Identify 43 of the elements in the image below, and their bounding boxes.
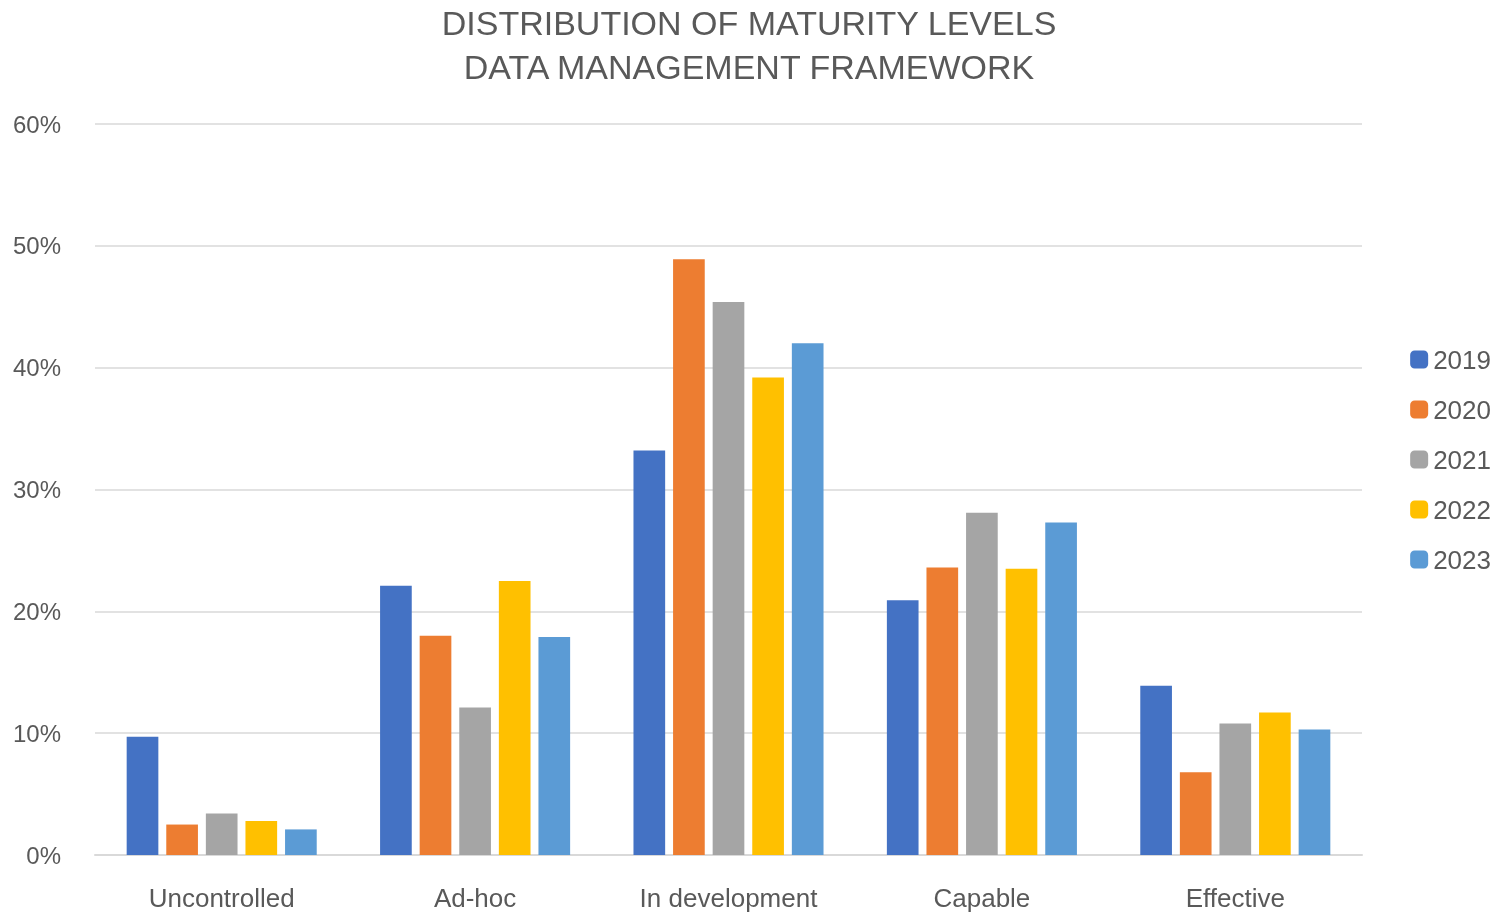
y-tick-label: 50%	[12, 232, 61, 260]
y-tick-label: 20%	[12, 597, 61, 625]
legend-label: 2019	[1433, 344, 1491, 375]
bar	[285, 829, 317, 855]
bar	[752, 377, 784, 855]
bar	[1259, 712, 1291, 855]
bar	[538, 636, 571, 855]
bar	[380, 585, 412, 855]
bar	[166, 824, 198, 855]
bar	[966, 512, 998, 855]
legend-label: 2022	[1433, 494, 1491, 525]
x-tick-label: In development	[639, 883, 819, 913]
y-tick-label: 10%	[12, 719, 61, 747]
bar	[126, 736, 159, 855]
bar	[1298, 729, 1331, 855]
bar	[791, 343, 824, 855]
bar	[633, 450, 666, 855]
bar	[1045, 522, 1077, 855]
y-tick-label: 30%	[12, 476, 61, 503]
bar	[1140, 685, 1172, 855]
bar	[926, 567, 959, 855]
bar	[205, 813, 238, 855]
y-tick-label: 60%	[12, 110, 61, 138]
y-tick-label: 0%	[26, 841, 61, 869]
x-tick-label: Capable	[933, 883, 1031, 913]
legend-label: 2021	[1433, 444, 1491, 475]
x-tick-label: Uncontrolled	[148, 883, 295, 913]
x-tick-label: Ad-hoc	[433, 883, 517, 913]
y-tick-label: 40%	[12, 354, 61, 382]
bar	[886, 600, 919, 855]
legend-label: 2023	[1433, 544, 1491, 575]
bar	[1179, 772, 1212, 855]
bar	[1219, 723, 1252, 855]
bar	[712, 301, 745, 855]
x-tick-label: Effective	[1185, 883, 1285, 913]
chart-title: DISTRIBUTION OF MATURITY LEVELS DATA MANAGEMENT FRAMEWORK	[441, 4, 1057, 86]
bar	[498, 580, 531, 855]
legend-label: 2020	[1433, 394, 1491, 425]
bar	[419, 635, 452, 855]
bar	[673, 259, 705, 855]
bar	[245, 820, 278, 855]
bar	[459, 707, 491, 855]
bar	[1005, 568, 1038, 855]
